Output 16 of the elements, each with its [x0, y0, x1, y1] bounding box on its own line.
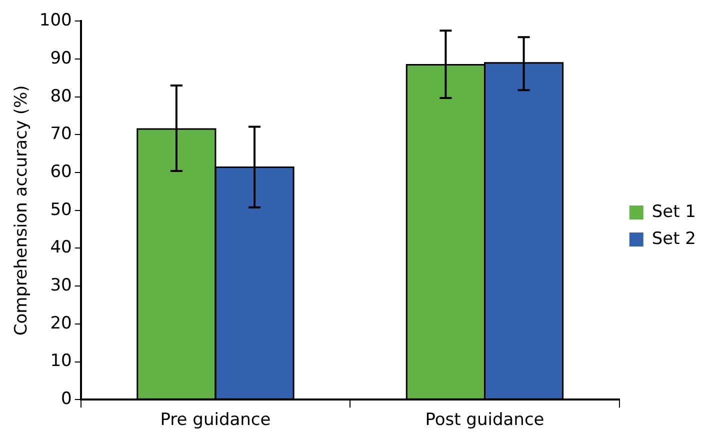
legend-label: Set 1 [652, 202, 696, 222]
y-tick-label: 90 [50, 48, 72, 68]
x-tick-label: Post guidance [425, 410, 544, 430]
y-tick-label: 50 [50, 200, 72, 220]
y-tick-label: 70 [50, 124, 72, 144]
y-tick-label: 10 [50, 351, 72, 372]
y-tick-label: 60 [50, 162, 72, 182]
legend-label: Set 2 [652, 228, 696, 249]
y-tick-label: 30 [50, 276, 72, 296]
y-tick-label: 40 [50, 238, 72, 258]
y-tick-label: 20 [50, 313, 72, 334]
y-tick-label: 80 [50, 86, 72, 106]
x-tick-label: Pre guidance [160, 410, 271, 430]
y-tick-label: 100 [39, 10, 72, 31]
y-tick-label: 0 [61, 389, 72, 410]
y-axis-title: Comprehension accuracy (%) [12, 85, 32, 336]
